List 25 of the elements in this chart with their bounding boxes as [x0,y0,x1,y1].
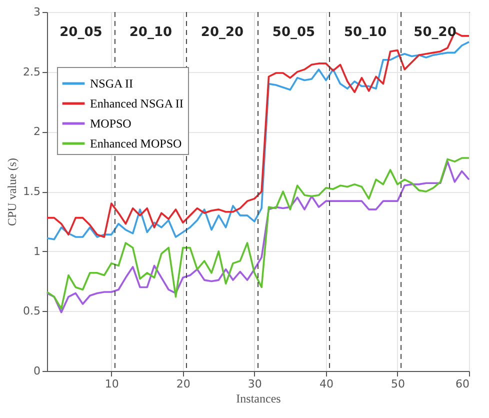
y-tick-label: 1.5 [23,185,40,198]
annotation: 50_05 [272,25,316,40]
y-tick-label: 3 [34,6,40,18]
annotation: 50_10 [344,25,387,40]
y-tick-label: 0.5 [23,304,40,318]
y-tick-label: 0 [34,364,40,378]
x-tick-label: 30 [248,378,262,390]
annotation: 50_20 [414,25,456,40]
legend-label: MOPSO [90,116,132,130]
x-tick-label: 10 [104,378,119,390]
x-tick-label: 40 [319,378,334,390]
y-tick-label: 2 [34,125,40,138]
x-tick-label: 60 [456,378,470,390]
x-tick-label: 50 [390,378,405,390]
annotation: 20_10 [129,25,172,40]
legend-label: Enhanced NSGA II [90,96,184,110]
y-axis-title: CPU value (s) [5,158,20,226]
annotation: 20_20 [200,25,244,40]
legend-label: NSGA II [90,76,134,90]
y-tick-label: 2.5 [23,65,40,78]
y-tick-label: 1 [34,244,40,258]
annotation: 20_05 [60,25,102,40]
legend-label: Enhanced MOPSO [90,136,182,150]
x-axis-title: Instances [236,392,282,406]
x-tick-label: 20 [176,378,190,390]
